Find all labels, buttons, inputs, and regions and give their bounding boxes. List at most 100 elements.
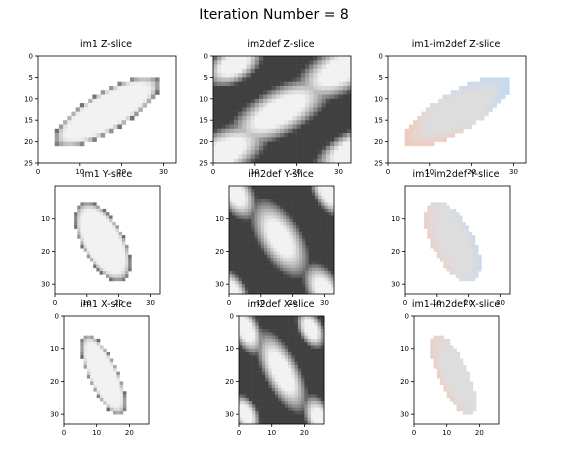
heatmap-cell	[80, 355, 84, 359]
heatmap-cell	[213, 81, 218, 87]
heatmap-cell	[299, 202, 303, 206]
heatmap-cell	[334, 73, 339, 78]
heatmap-cell	[330, 195, 335, 200]
heatmap-cell	[103, 381, 107, 386]
heatmap-cell	[63, 137, 68, 142]
heatmap-cell	[265, 394, 269, 399]
heatmap-cell	[118, 231, 123, 236]
heatmap-cell	[74, 222, 78, 226]
heatmap-cell	[260, 287, 265, 292]
heatmap-cell	[279, 73, 285, 78]
heatmap-cell	[263, 145, 268, 151]
heatmap-cell	[264, 202, 268, 206]
heatmap-cell	[246, 137, 251, 142]
heatmap-cell	[244, 235, 249, 239]
heatmap-cell	[99, 251, 104, 256]
heatmap-cell	[471, 264, 476, 269]
heatmap-cell	[321, 115, 327, 121]
heatmap-cell	[346, 107, 352, 112]
heatmap-cell	[440, 355, 444, 359]
heatmap-cell	[125, 271, 129, 275]
heatmap-cell	[116, 407, 120, 412]
heatmap-cell	[288, 325, 292, 330]
heatmap-cell	[274, 329, 279, 333]
heatmap-cell	[284, 352, 289, 356]
heatmap-cell	[273, 202, 278, 206]
heatmap-cell	[255, 316, 259, 320]
heatmap-cell	[471, 244, 476, 249]
heatmap-cell	[283, 235, 287, 239]
heatmap-cell	[299, 231, 303, 236]
heatmap-cell	[117, 103, 122, 108]
heatmap-cell	[436, 358, 441, 363]
heatmap-cell	[279, 277, 284, 282]
heatmap-cell	[254, 261, 258, 265]
heatmap-cell	[238, 77, 243, 82]
heatmap-cell	[446, 231, 450, 236]
heatmap-cell	[113, 407, 117, 412]
heatmap-cell	[254, 137, 260, 142]
heatmap-cell	[327, 248, 332, 252]
heatmap-cell	[433, 212, 438, 216]
heatmap-cell	[242, 81, 247, 87]
heatmap-cell	[305, 258, 309, 262]
x-tick-label: 20	[117, 168, 126, 176]
heatmap-cell	[54, 128, 60, 134]
heatmap-cell	[330, 73, 335, 78]
heatmap-cell	[294, 374, 299, 379]
heatmap-cell	[113, 371, 117, 376]
heatmap-cell	[238, 261, 243, 265]
heatmap-cell	[239, 401, 243, 405]
heatmap-cell	[330, 238, 335, 242]
heatmap-cell	[259, 158, 264, 164]
heatmap-cell	[102, 258, 107, 262]
heatmap-cell	[446, 208, 450, 213]
heatmap-cell	[289, 228, 293, 233]
y-tick-label: 10	[391, 215, 400, 223]
heatmap-cell	[284, 407, 289, 412]
heatmap-cell	[271, 56, 277, 61]
heatmap-cell	[281, 388, 286, 392]
heatmap-cell	[308, 231, 313, 236]
heatmap-cell	[295, 261, 300, 265]
heatmap-cell	[288, 111, 293, 117]
heatmap-cell	[313, 133, 318, 138]
x-tick-label: 10	[442, 429, 451, 437]
heatmap-cell	[232, 186, 236, 190]
heatmap-cell	[99, 248, 104, 252]
heatmap-cell	[330, 274, 335, 278]
heatmap-cell	[213, 154, 218, 160]
heatmap-cell	[295, 192, 300, 197]
heatmap-cell	[238, 228, 243, 233]
heatmap-cell	[305, 120, 310, 125]
heatmap-cell	[288, 391, 292, 395]
heatmap-cell	[254, 290, 258, 295]
heatmap-cell	[105, 248, 110, 252]
heatmap-cell	[264, 186, 268, 190]
heatmap-cell	[292, 290, 297, 295]
heatmap-cell	[311, 290, 316, 295]
heatmap-cell	[446, 241, 450, 246]
heatmap-cell	[93, 374, 97, 379]
heatmap-cell	[245, 345, 250, 350]
heatmap-cell	[248, 280, 252, 285]
heatmap-cell	[310, 358, 315, 363]
heatmap-cell	[146, 90, 152, 95]
heatmap-cell	[75, 133, 81, 138]
heatmap-cell	[248, 391, 253, 395]
heatmap-cell	[242, 374, 246, 379]
heatmap-cell	[281, 397, 286, 402]
heatmap-cell	[239, 381, 243, 386]
heatmap-cell	[90, 342, 94, 346]
heatmap-cell	[267, 225, 271, 229]
heatmap-cell	[83, 348, 88, 353]
heatmap-cell	[229, 73, 235, 78]
heatmap-cell	[459, 120, 464, 125]
heatmap-image	[213, 56, 352, 164]
heatmap-cell	[292, 287, 297, 292]
heatmap-cell	[288, 81, 293, 87]
heatmap-cell	[260, 202, 265, 206]
y-tick-label: 10	[41, 215, 50, 223]
heatmap-cell	[302, 186, 306, 190]
heatmap-cell	[267, 212, 271, 216]
